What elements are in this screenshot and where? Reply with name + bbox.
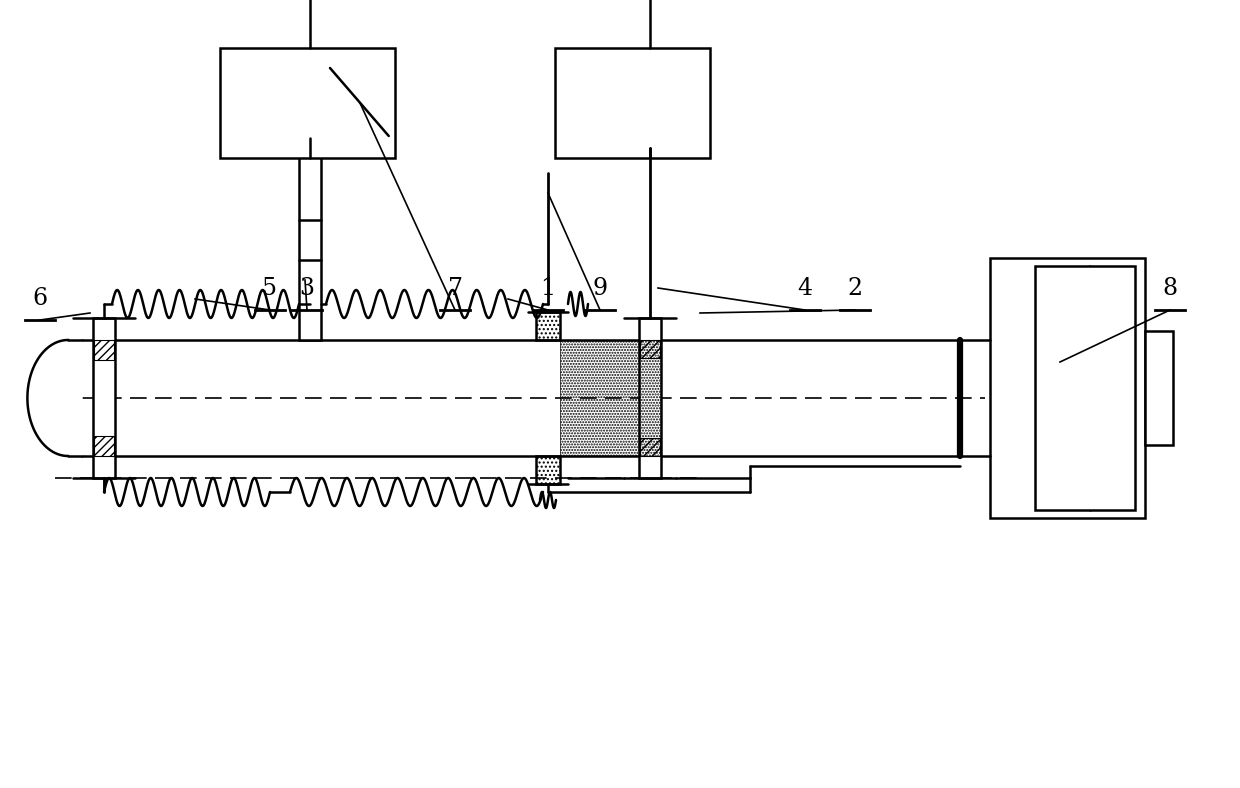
Bar (219, 48, 396, 158)
Bar (640, 438, 660, 456)
Bar (639, 318, 661, 478)
Bar (1145, 331, 1173, 445)
Bar (640, 340, 660, 358)
Text: 2: 2 (847, 277, 863, 299)
Bar (82, 340, 960, 456)
Bar (536, 312, 560, 340)
Bar (299, 138, 321, 340)
Text: 9: 9 (593, 277, 608, 299)
Polygon shape (27, 340, 82, 456)
Bar (1035, 266, 1135, 510)
Bar (560, 340, 661, 456)
Text: 7: 7 (448, 277, 463, 299)
Bar (93, 318, 115, 478)
Bar (536, 456, 560, 484)
Text: 5: 5 (263, 277, 278, 299)
Text: 4: 4 (797, 277, 812, 299)
Text: 6: 6 (32, 287, 47, 310)
Text: 3: 3 (300, 277, 315, 299)
Text: 1: 1 (541, 277, 556, 299)
Text: 8: 8 (1162, 277, 1178, 299)
Bar (94, 436, 114, 456)
Bar (556, 48, 711, 158)
Bar (94, 340, 114, 360)
Bar (990, 258, 1145, 518)
